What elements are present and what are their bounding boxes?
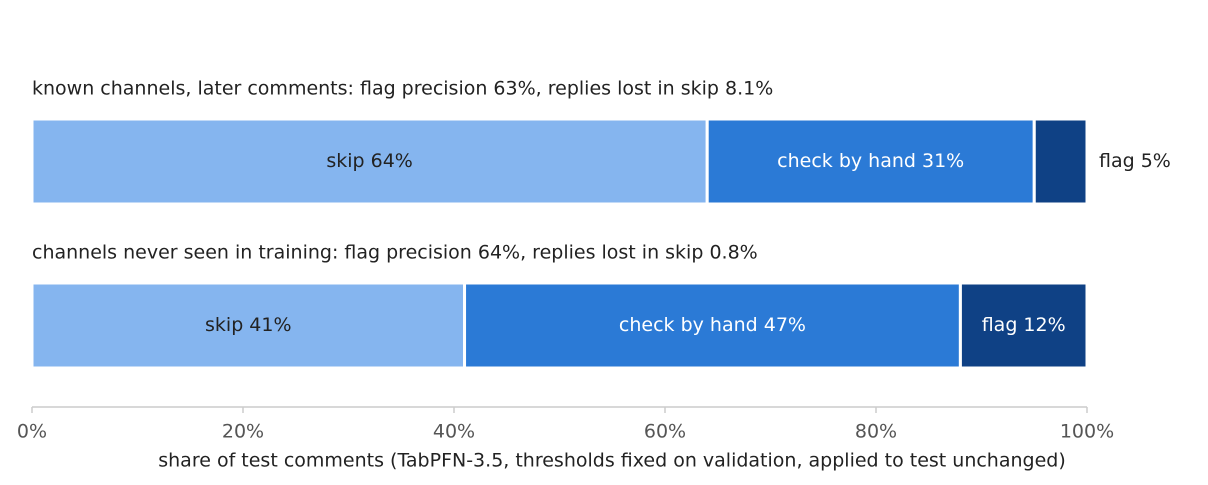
value-label: flag 12% [982,314,1066,336]
bar-segment [1032,117,1089,206]
row-title: channels never seen in training: flag pr… [32,242,758,264]
bar-segment [705,117,1036,206]
x-tick-label: 100% [1060,421,1114,443]
value-label: check by hand 47% [619,314,806,336]
row-title: known channels, later comments: flag pre… [32,78,773,100]
value-label: check by hand 31% [777,150,964,172]
x-tick-label: 80% [855,421,897,443]
bar-segment [958,281,1089,370]
x-tick-label: 0% [17,421,47,443]
value-label: skip 64% [326,150,413,172]
value-label: flag 5% [1099,150,1171,172]
x-tick-label: 40% [433,421,475,443]
x-tick-label: 60% [644,421,686,443]
x-axis-label: share of test comments (TabPFN-3.5, thre… [158,450,1066,472]
x-tick-label: 20% [222,421,264,443]
bar-segment [30,281,467,370]
value-label: skip 41% [205,314,292,336]
bar-segment [463,281,962,370]
bar-segment [30,117,709,206]
